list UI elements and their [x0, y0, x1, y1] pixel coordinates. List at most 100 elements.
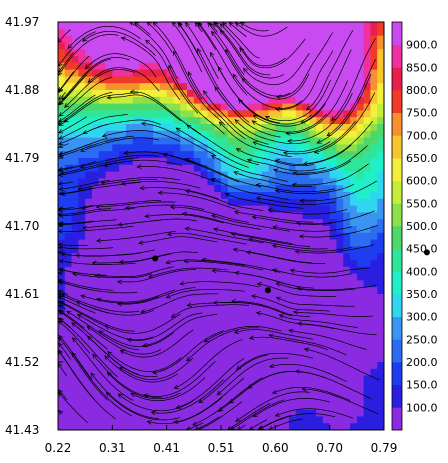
heatmap-cell	[153, 341, 161, 349]
heatmap-cell	[336, 253, 344, 261]
streamline-arrow	[58, 140, 64, 146]
heatmap-cell	[166, 294, 175, 302]
heatmap-cell	[261, 307, 270, 315]
heatmap-cell	[302, 35, 310, 43]
heatmap-cell	[350, 423, 358, 430]
streamline	[58, 363, 67, 377]
streamline-arrow	[77, 313, 83, 319]
heatmap-cell	[166, 300, 175, 309]
heatmap-cell	[288, 355, 297, 363]
colorbar-label: 600.0	[406, 175, 438, 188]
heatmap-cell	[343, 56, 351, 64]
colorbar-segment	[392, 226, 402, 250]
heatmap-cell	[187, 307, 195, 315]
streamline	[121, 37, 181, 101]
heatmap-cell	[119, 348, 127, 356]
heatmap-cell	[146, 382, 154, 390]
heatmap-cell	[58, 307, 66, 315]
heatmap-cell	[377, 137, 384, 145]
heatmap-cell	[329, 348, 338, 356]
colorbar-segment	[392, 67, 402, 91]
heatmap-cell	[146, 178, 154, 186]
streamline-arrow	[272, 389, 278, 394]
heatmap-cell	[316, 416, 324, 424]
streamline	[58, 219, 117, 225]
heatmap-cell	[343, 314, 351, 322]
streamline	[67, 25, 141, 49]
streamline	[58, 389, 68, 401]
streamline	[292, 163, 369, 186]
heatmap-cell	[227, 253, 236, 261]
heatmap-cell	[78, 198, 86, 207]
heatmap-cell	[166, 389, 175, 397]
heatmap-cell	[275, 158, 283, 166]
heatmap-cell	[71, 192, 79, 200]
heatmap-cell	[207, 124, 215, 132]
streamline-arrow	[58, 99, 64, 105]
streamline-arrow	[140, 309, 146, 314]
streamline-arrow	[283, 151, 289, 156]
heatmap-cell	[336, 246, 344, 254]
heatmap-cell	[91, 423, 100, 430]
heatmap-cell	[227, 389, 236, 397]
heatmap-cell	[261, 402, 270, 411]
heatmap-cell	[356, 375, 365, 383]
heatmap-cell	[64, 328, 73, 336]
heatmap-cell	[146, 423, 154, 430]
streamline	[288, 329, 367, 350]
streamline	[117, 287, 196, 305]
heatmap-cell	[221, 56, 229, 64]
heatmap-cell	[187, 416, 195, 424]
heatmap-cell	[363, 402, 372, 411]
heatmap-cell	[125, 253, 134, 261]
colorbar-label: 250.0	[406, 333, 438, 346]
heatmap-cell	[221, 192, 229, 200]
streamline-arrow	[248, 335, 255, 340]
heatmap-cell	[227, 362, 236, 370]
heatmap-cell	[125, 49, 134, 57]
heatmap-cell	[193, 83, 202, 91]
heatmap-cell	[58, 28, 66, 37]
streamline	[58, 138, 108, 156]
heatmap-cell	[282, 144, 290, 152]
heatmap-cell	[234, 334, 242, 343]
heatmap-cell	[132, 321, 141, 329]
streamline	[58, 116, 87, 134]
heatmap-cell	[350, 103, 358, 111]
heatmap-cell	[221, 144, 229, 152]
streamline	[120, 329, 194, 358]
heatmap-cell	[98, 226, 107, 234]
heatmap-cell	[377, 294, 384, 302]
heatmap-cell	[336, 62, 344, 71]
heatmap-cell	[261, 212, 270, 220]
heatmap-cell	[329, 164, 338, 173]
streamline	[90, 372, 160, 420]
heatmap-cell	[187, 402, 195, 411]
heatmap-cell	[316, 239, 324, 247]
heatmap-cell	[58, 171, 66, 179]
heatmap-cell	[193, 117, 202, 125]
heatmap-cell	[336, 28, 344, 37]
heatmap-cell	[241, 294, 249, 302]
heatmap-cell	[85, 219, 93, 227]
heatmap-cell	[248, 110, 256, 118]
heatmap-cell	[322, 402, 331, 411]
heatmap-cell	[234, 355, 242, 363]
heatmap-cell	[350, 232, 358, 241]
heatmap-cell	[322, 321, 331, 329]
heatmap-cell	[343, 130, 351, 139]
heatmap-cell	[295, 56, 304, 64]
heatmap-cell	[187, 341, 195, 349]
heatmap-cell	[78, 232, 86, 241]
heatmap-cell	[187, 266, 195, 275]
heatmap-cell	[214, 178, 222, 186]
heatmap-cell	[78, 280, 86, 288]
heatmap-cell	[187, 49, 195, 57]
heatmap-cell	[248, 362, 256, 370]
heatmap-cell	[288, 348, 297, 356]
heatmap-cell	[282, 232, 290, 241]
streamline	[301, 49, 352, 124]
heatmap-cell	[322, 62, 331, 71]
heatmap-cell	[329, 294, 338, 302]
heatmap-cell	[295, 334, 304, 343]
